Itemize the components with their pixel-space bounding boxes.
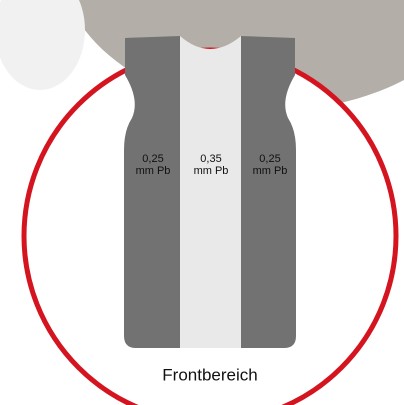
panel-unit: mm Pb [194,165,229,177]
panel-unit: mm Pb [253,165,288,177]
panel-unit: mm Pb [136,165,171,177]
background-detail [0,0,85,90]
left-panel [124,36,180,348]
right-panel [241,36,296,348]
panel-thickness: 0,25 [142,153,163,165]
center-panel [180,36,241,348]
caption: Frontbereich [162,365,257,384]
panel-thickness: 0,25 [259,153,280,165]
panel-thickness: 0,35 [200,153,221,165]
